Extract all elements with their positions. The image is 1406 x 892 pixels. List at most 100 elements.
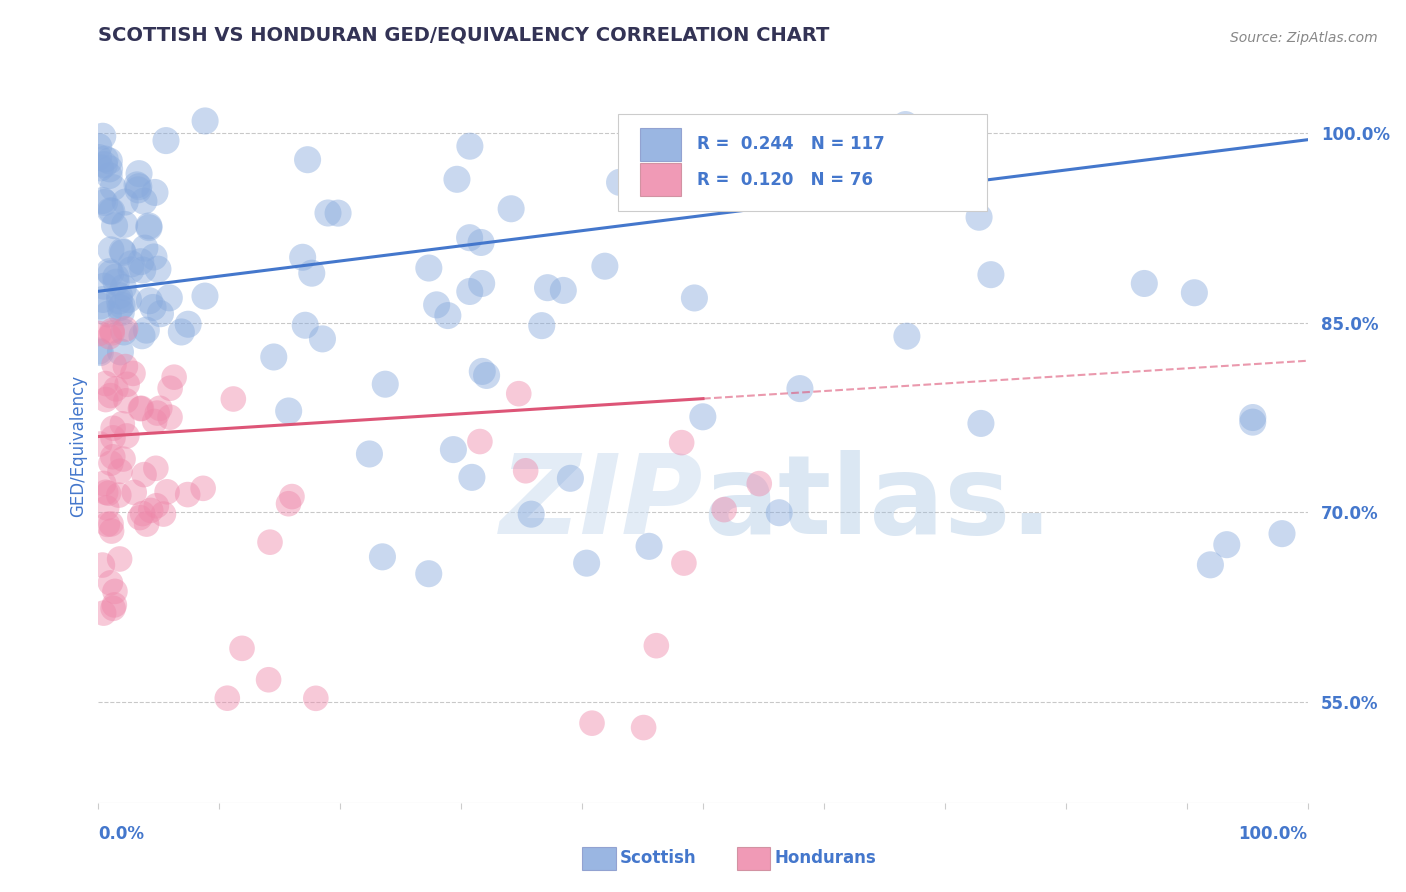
Point (177, 317, 200, 331)
Point (98, 161, 121, 176)
Point (117, 293, 139, 307)
Point (170, 325, 193, 339)
Point (131, 328, 153, 343)
Point (896, 329, 918, 343)
Point (101, 450, 124, 464)
Point (112, 245, 135, 260)
Point (609, 175, 631, 189)
Point (98, 265, 121, 279)
Point (157, 291, 180, 305)
Text: R =  0.244   N = 117: R = 0.244 N = 117 (697, 136, 884, 153)
Point (108, 288, 131, 302)
Point (426, 298, 449, 312)
Point (560, 471, 582, 485)
Point (263, 350, 285, 364)
Point (638, 539, 661, 553)
Point (132, 263, 155, 277)
Point (111, 417, 134, 431)
Point (789, 382, 811, 396)
Point (277, 497, 299, 511)
Point (475, 368, 498, 383)
Point (446, 172, 468, 186)
Point (108, 488, 131, 502)
Point (301, 266, 323, 280)
Point (1241, 415, 1264, 429)
Point (1133, 277, 1156, 291)
Point (581, 716, 603, 731)
Point (110, 344, 132, 359)
Point (894, 118, 917, 132)
Point (108, 464, 131, 478)
Point (104, 382, 127, 396)
Point (1182, 285, 1205, 300)
Point (91, 293, 114, 307)
Point (501, 202, 523, 216)
Point (103, 358, 125, 372)
Point (418, 566, 440, 581)
Point (371, 549, 394, 564)
Point (143, 414, 166, 428)
Point (97, 307, 120, 321)
Point (132, 467, 155, 482)
Point (120, 263, 142, 277)
Point (101, 180, 124, 194)
Point (671, 435, 693, 450)
Point (110, 305, 132, 319)
Point (418, 260, 440, 275)
Point (93, 476, 115, 491)
Point (980, 268, 1002, 282)
Text: atlas.: atlas. (703, 450, 1053, 557)
Point (122, 367, 145, 381)
Point (508, 386, 530, 401)
Y-axis label: GED/Equivalency: GED/Equivalency (69, 375, 87, 517)
Point (291, 250, 314, 264)
Point (135, 517, 157, 532)
Point (970, 417, 993, 431)
Point (90, 299, 112, 313)
Point (101, 326, 124, 340)
Point (672, 556, 695, 570)
Point (108, 552, 131, 566)
Point (135, 323, 157, 337)
Point (111, 244, 134, 259)
Point (101, 421, 124, 435)
Point (461, 470, 484, 484)
Point (536, 281, 558, 295)
Point (520, 507, 543, 521)
Point (115, 377, 138, 392)
Point (530, 318, 553, 333)
Point (297, 153, 319, 167)
Point (177, 487, 200, 501)
Point (127, 183, 149, 197)
Point (471, 364, 494, 378)
Point (89, 437, 111, 451)
Point (104, 584, 127, 599)
Point (114, 359, 136, 374)
Point (122, 485, 145, 500)
Point (98, 169, 121, 183)
Point (257, 673, 280, 687)
Point (142, 301, 165, 315)
Point (114, 218, 136, 232)
Point (98, 329, 121, 343)
Point (692, 409, 714, 424)
Point (94, 152, 117, 166)
Point (231, 641, 253, 656)
Point (143, 186, 166, 200)
Point (98, 203, 121, 218)
Point (132, 194, 155, 208)
Text: 100.0%: 100.0% (1239, 825, 1308, 843)
Point (101, 324, 124, 338)
Point (138, 293, 160, 308)
Point (89, 345, 111, 359)
Point (146, 262, 169, 277)
Point (101, 601, 124, 615)
Point (87, 151, 110, 165)
Point (311, 332, 333, 346)
Point (108, 293, 131, 308)
Point (115, 393, 138, 408)
Point (87, 344, 110, 359)
Point (437, 309, 460, 323)
Point (100, 575, 122, 590)
Point (713, 502, 735, 516)
